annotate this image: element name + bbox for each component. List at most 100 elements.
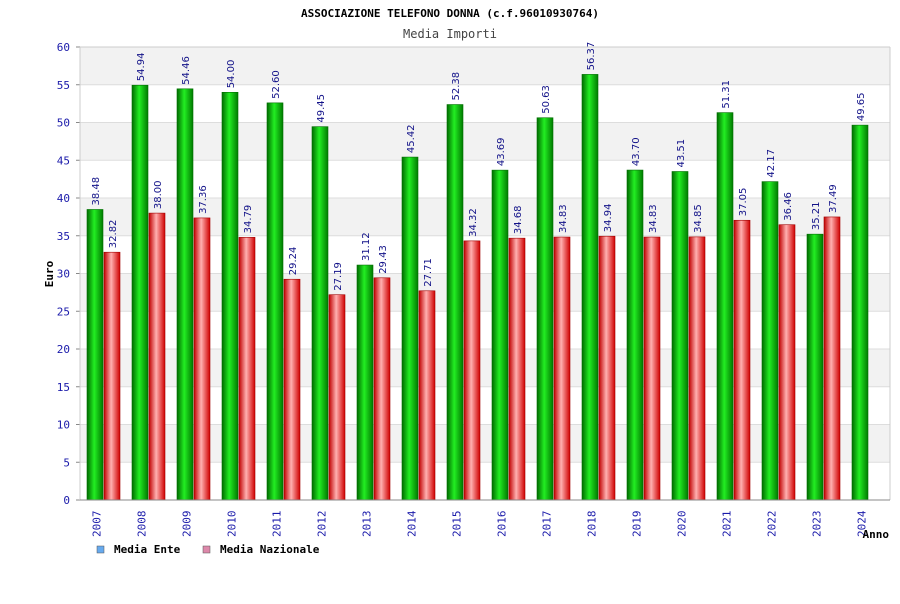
legend-label-media-nazionale: Media Nazionale	[220, 543, 320, 556]
bar-media-ente-2009	[176, 88, 194, 501]
data-label: 37.36	[198, 185, 209, 214]
bar-media-nazionale-2017	[553, 236, 571, 501]
data-label: 34.85	[693, 204, 704, 233]
bar-media-nazionale-2020	[688, 236, 706, 501]
bars	[86, 74, 869, 501]
bar-media-ente-2013	[356, 264, 374, 501]
legend-label-media-ente: Media Ente	[114, 543, 181, 556]
x-tick-label: 2020	[676, 511, 689, 538]
data-label: 43.51	[676, 139, 687, 168]
x-tick-label: 2008	[136, 511, 149, 538]
data-label: 54.00	[226, 60, 237, 89]
y-tick-label: 5	[63, 456, 70, 469]
x-tick-label: 2013	[361, 511, 374, 538]
bar-media-ente-2019	[626, 169, 644, 501]
y-tick-label: 45	[57, 154, 70, 167]
y-tick-label: 30	[57, 268, 70, 281]
plot-background	[80, 47, 890, 463]
y-tick-label: 10	[57, 419, 70, 432]
bar-media-ente-2018	[581, 74, 599, 501]
x-tick-label: 2010	[226, 511, 239, 538]
data-label: 38.48	[91, 177, 102, 206]
x-tick-label: 2023	[811, 511, 824, 538]
data-label: 35.21	[811, 202, 822, 231]
bar-media-nazionale-2008	[148, 212, 166, 501]
legend-swatch-media-nazionale	[202, 545, 211, 554]
data-label: 49.65	[856, 93, 867, 122]
data-label: 34.83	[648, 204, 659, 233]
x-tick-label: 2011	[271, 511, 284, 538]
bar-media-ente-2007	[86, 209, 104, 501]
y-tick-label: 15	[57, 381, 70, 394]
bar-media-ente-2011	[266, 102, 284, 501]
x-tick-label: 2021	[721, 511, 734, 538]
x-tick-label: 2014	[406, 510, 419, 537]
bar-media-ente-2024	[851, 124, 869, 501]
chart-subtitle: Media Importi	[403, 27, 497, 41]
data-label: 34.94	[603, 204, 614, 233]
bar-media-nazionale-2011	[283, 278, 301, 501]
y-tick-label: 55	[57, 79, 70, 92]
legend-swatch-media-ente	[96, 545, 105, 554]
data-label: 38.00	[153, 180, 164, 209]
data-label: 50.63	[541, 85, 552, 114]
legend: Media Ente Media Nazionale	[96, 543, 320, 556]
data-labels: 38.48 32.82 54.94 38.00 54.46 37.36 54.00 34.79…	[91, 42, 867, 291]
bar-media-ente-2022	[761, 181, 779, 501]
y-tick-label: 40	[57, 192, 70, 205]
data-label: 37.05	[738, 188, 749, 217]
x-tick-label: 2015	[451, 511, 464, 538]
x-tick-label: 2022	[766, 511, 779, 538]
data-label: 32.82	[108, 220, 119, 249]
bar-media-ente-2015	[446, 104, 464, 501]
x-tick-label: 2018	[586, 511, 599, 538]
x-tick-label: 2016	[496, 511, 509, 538]
bar-media-nazionale-2021	[733, 219, 751, 501]
data-label: 52.38	[451, 72, 462, 101]
y-tick-label: 0	[63, 494, 70, 507]
data-label: 29.43	[378, 245, 389, 274]
data-label: 52.60	[271, 70, 282, 99]
bar-media-nazionale-2019	[643, 236, 661, 501]
bar-media-nazionale-2016	[508, 237, 526, 501]
y-tick-label: 20	[57, 343, 70, 356]
bar-media-nazionale-2018	[598, 235, 616, 501]
y-tick-label: 35	[57, 230, 70, 243]
bar-media-ente-2020	[671, 171, 689, 501]
bar-media-ente-2023	[806, 233, 824, 501]
data-label: 43.69	[496, 137, 507, 166]
axes: 0 5 10 15 20 25 30 35 40 45 50 55 60 2007 2008 2009 2010…	[57, 41, 891, 538]
chart-title: ASSOCIAZIONE TELEFONO DONNA (c.f.9601093…	[301, 7, 599, 20]
bar-media-ente-2016	[491, 169, 509, 501]
data-label: 31.12	[361, 232, 372, 261]
data-label: 27.71	[423, 258, 434, 287]
bar-media-nazionale-2013	[373, 277, 391, 501]
data-label: 34.79	[243, 205, 254, 234]
plot-band	[80, 424, 890, 463]
data-label: 34.68	[513, 206, 524, 235]
bar-media-ente-2017	[536, 117, 554, 501]
plot-band	[80, 47, 890, 85]
bar-media-ente-2012	[311, 126, 329, 501]
plot-band	[80, 198, 890, 236]
x-tick-label: 2017	[541, 511, 554, 538]
bar-media-nazionale-2014	[418, 290, 436, 501]
bar-media-nazionale-2009	[193, 217, 211, 501]
x-axis-label: Anno	[863, 528, 890, 541]
y-tick-label: 50	[57, 117, 70, 130]
data-label: 45.42	[406, 124, 417, 153]
plot-band	[80, 349, 890, 387]
bar-media-nazionale-2023	[823, 216, 841, 501]
bar-media-nazionale-2010	[238, 237, 256, 501]
data-label: 34.32	[468, 208, 479, 237]
x-tick-label: 2012	[316, 511, 329, 538]
data-label: 56.37	[586, 42, 597, 71]
data-label: 42.17	[766, 149, 777, 178]
bar-media-nazionale-2015	[463, 240, 481, 501]
x-tick-label: 2024	[856, 510, 869, 537]
plot-band	[80, 122, 890, 161]
x-tick-label: 2019	[631, 511, 644, 538]
bar-media-ente-2010	[221, 92, 239, 501]
